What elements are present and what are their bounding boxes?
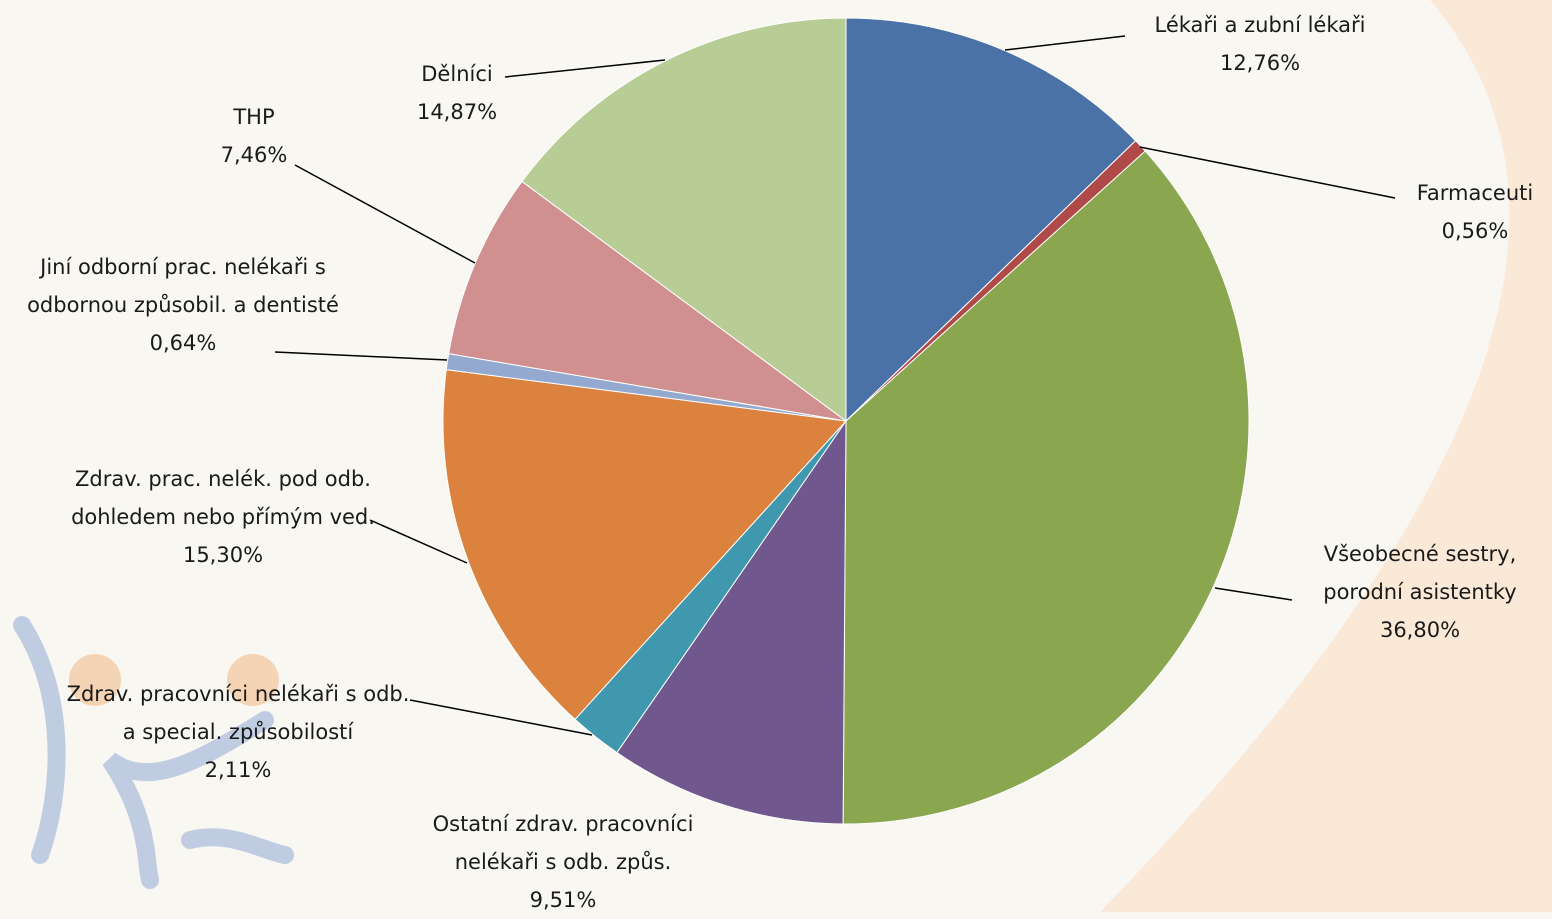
label-name: Zdrav. prac. nelék. pod odb. dohledem ne… xyxy=(58,460,388,536)
data-label: Zdrav. prac. nelék. pod odb. dohledem ne… xyxy=(58,460,388,574)
label-name: THP xyxy=(194,98,314,136)
label-name: Jiní odborní prac. nelékaři s odbornou z… xyxy=(3,248,363,324)
label-value: 0,64% xyxy=(3,324,363,362)
label-name: Všeobecné sestry, porodní asistentky xyxy=(1285,535,1552,611)
label-name: Dělníci xyxy=(397,55,517,93)
label-name: Zdrav. pracovníci nelékaři s odb. a spec… xyxy=(63,675,413,751)
data-label: Jiní odborní prac. nelékaři s odbornou z… xyxy=(3,248,363,362)
label-name: Ostatní zdrav. pracovníci nelékaři s odb… xyxy=(393,805,733,881)
label-value: 2,11% xyxy=(63,751,413,789)
label-value: 0,56% xyxy=(1400,212,1550,250)
label-name: Lékaři a zubní lékaři xyxy=(1110,6,1410,44)
label-value: 36,80% xyxy=(1285,611,1552,649)
label-value: 12,76% xyxy=(1110,44,1410,82)
data-label: Zdrav. pracovníci nelékaři s odb. a spec… xyxy=(63,675,413,789)
label-value: 9,51% xyxy=(393,881,733,919)
leader-line xyxy=(1005,36,1125,50)
leader-line xyxy=(1140,147,1395,198)
label-value: 15,30% xyxy=(58,536,388,574)
label-value: 14,87% xyxy=(397,93,517,131)
page: {"chart_data": {"type": "pie", "categori… xyxy=(0,0,1552,912)
leader-line xyxy=(1215,588,1292,600)
label-name: Farmaceuti xyxy=(1400,174,1550,212)
label-value: 7,46% xyxy=(194,136,314,174)
data-label: Ostatní zdrav. pracovníci nelékaři s odb… xyxy=(393,805,733,919)
